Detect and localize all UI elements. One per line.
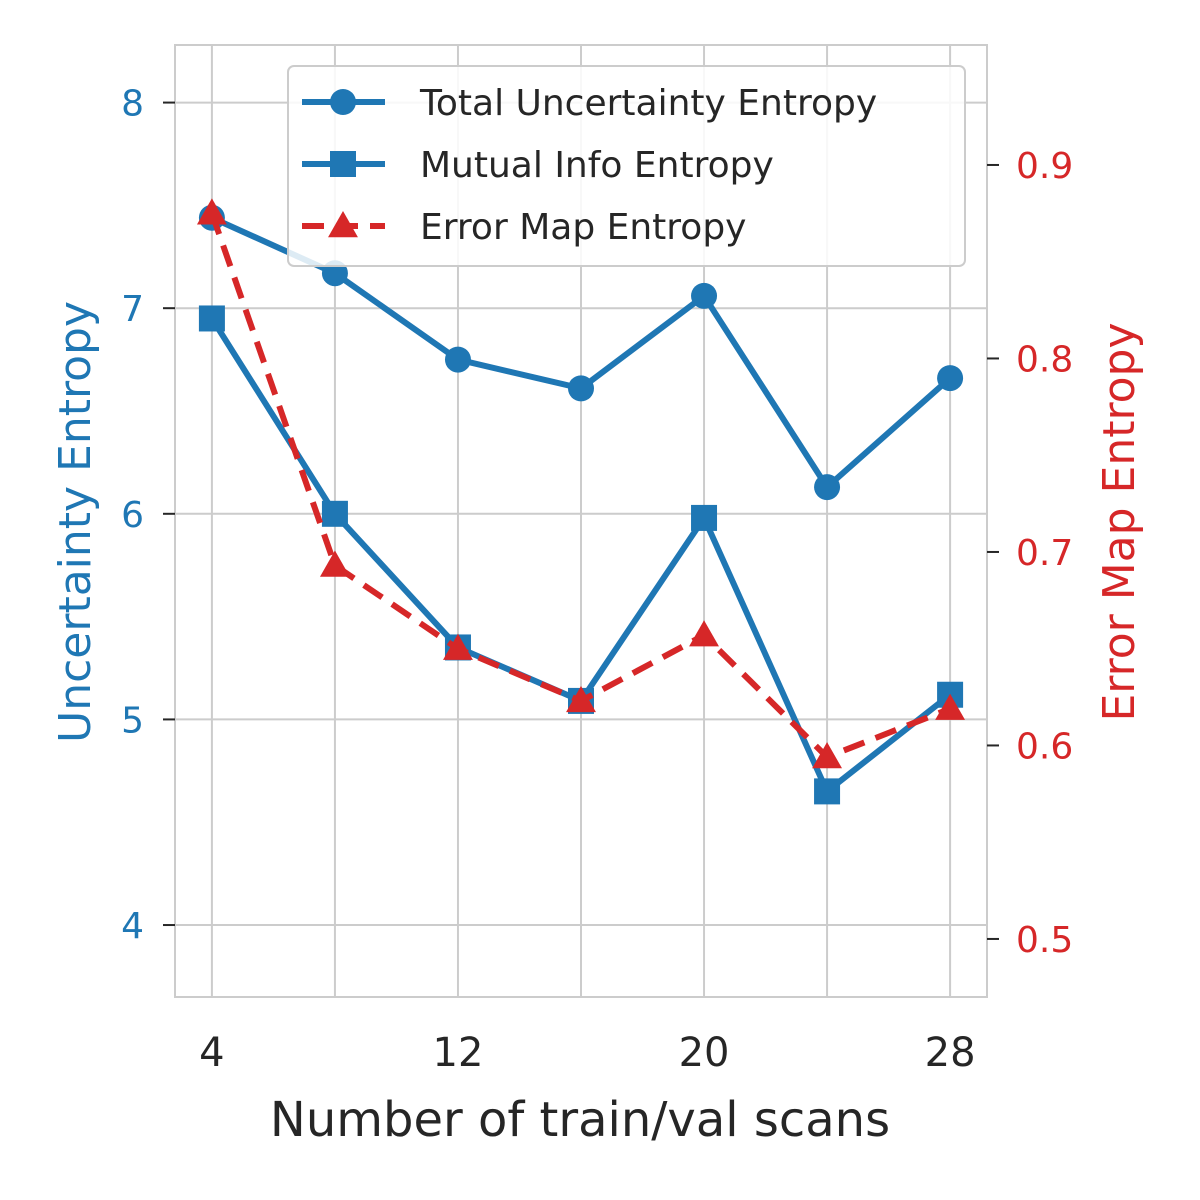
data-point-error-map-entropy — [812, 742, 843, 769]
legend-marker-total-uncertainty-entropy — [330, 89, 356, 115]
data-point-mutual-info-entropy — [691, 504, 718, 531]
data-point-total-uncertainty-entropy — [691, 282, 718, 309]
plot-frame — [174, 44, 988, 998]
y-axis-left-label: Uncertainty Entropy — [50, 301, 101, 743]
data-point-mutual-info-entropy — [814, 778, 841, 805]
legend-label-mutual-info-entropy: Mutual Info Entropy — [420, 145, 774, 186]
data-point-error-map-entropy — [196, 198, 227, 225]
data-point-total-uncertainty-entropy — [444, 346, 471, 373]
legend-marker-mutual-info-entropy — [330, 151, 356, 177]
y-left-tick-label: 5 — [121, 700, 144, 741]
y-right-tick-label: 0.7 — [1016, 533, 1073, 574]
y-axis-right-label: Error Map Entropy — [1094, 322, 1145, 721]
y-right-tick-label: 0.6 — [1016, 726, 1073, 767]
y-right-tick-label: 0.9 — [1016, 146, 1073, 187]
data-point-total-uncertainty-entropy — [568, 375, 594, 402]
legend-box — [287, 65, 966, 267]
data-point-error-map-entropy — [935, 693, 966, 720]
y-left-tick-label: 4 — [121, 906, 144, 947]
x-tick-label: 12 — [433, 1030, 484, 1076]
data-point-mutual-info-entropy — [198, 305, 225, 332]
legend-label-error-map-entropy: Error Map Entropy — [420, 207, 746, 248]
data-point-error-map-entropy — [689, 620, 719, 647]
data-point-total-uncertainty-entropy — [937, 365, 964, 392]
data-point-total-uncertainty-entropy — [814, 474, 841, 501]
y-right-tick-label: 0.8 — [1016, 339, 1073, 380]
y-left-tick-label: 8 — [121, 84, 144, 125]
data-point-error-map-entropy — [443, 633, 473, 660]
legend-marker-error-map-entropy — [328, 211, 358, 238]
y-left-tick-label: 6 — [121, 495, 144, 536]
x-tick-label: 4 — [199, 1030, 224, 1076]
y-left-tick-label: 7 — [121, 289, 144, 330]
x-tick-label: 20 — [679, 1030, 730, 1076]
data-point-error-map-entropy — [566, 686, 596, 713]
data-point-mutual-info-entropy — [321, 500, 348, 527]
y-right-tick-label: 0.5 — [1016, 920, 1073, 961]
legend-label-total-uncertainty-entropy: Total Uncertainty Entropy — [419, 83, 877, 124]
x-axis-label: Number of train/val scans — [270, 1092, 890, 1148]
x-tick-label: 28 — [925, 1030, 976, 1076]
data-point-error-map-entropy — [319, 550, 350, 577]
